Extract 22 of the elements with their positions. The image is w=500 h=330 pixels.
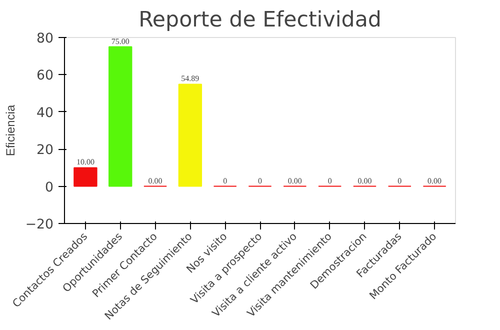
data-label: 0.00 bbox=[358, 176, 372, 186]
y-axis-title: Eficiencia bbox=[3, 104, 18, 156]
data-label: 10.00 bbox=[76, 158, 94, 167]
y-tick-label: 0 bbox=[45, 180, 54, 196]
y-tick-label: 60 bbox=[36, 68, 54, 84]
data-label: 0.00 bbox=[428, 176, 442, 186]
data-label: 0.00 bbox=[148, 176, 162, 186]
data-label: 0.00 bbox=[288, 176, 302, 186]
data-label: 0 bbox=[258, 176, 262, 186]
data-label: 0 bbox=[328, 176, 332, 186]
data-label: 75.00 bbox=[111, 36, 130, 46]
y-tick-label: 20 bbox=[36, 143, 54, 158]
y-tick-label: 40 bbox=[36, 106, 54, 121]
data-label: 54.89 bbox=[181, 74, 200, 84]
chart-title: Reporte de Efectividad bbox=[138, 8, 382, 32]
bar bbox=[74, 167, 98, 187]
bar bbox=[108, 46, 132, 187]
y-tick-label: 80 bbox=[36, 32, 54, 46]
data-label: 0 bbox=[398, 176, 402, 186]
data-label: 0 bbox=[223, 176, 228, 186]
bar bbox=[178, 84, 202, 187]
y-tick-label: −20 bbox=[25, 218, 54, 232]
